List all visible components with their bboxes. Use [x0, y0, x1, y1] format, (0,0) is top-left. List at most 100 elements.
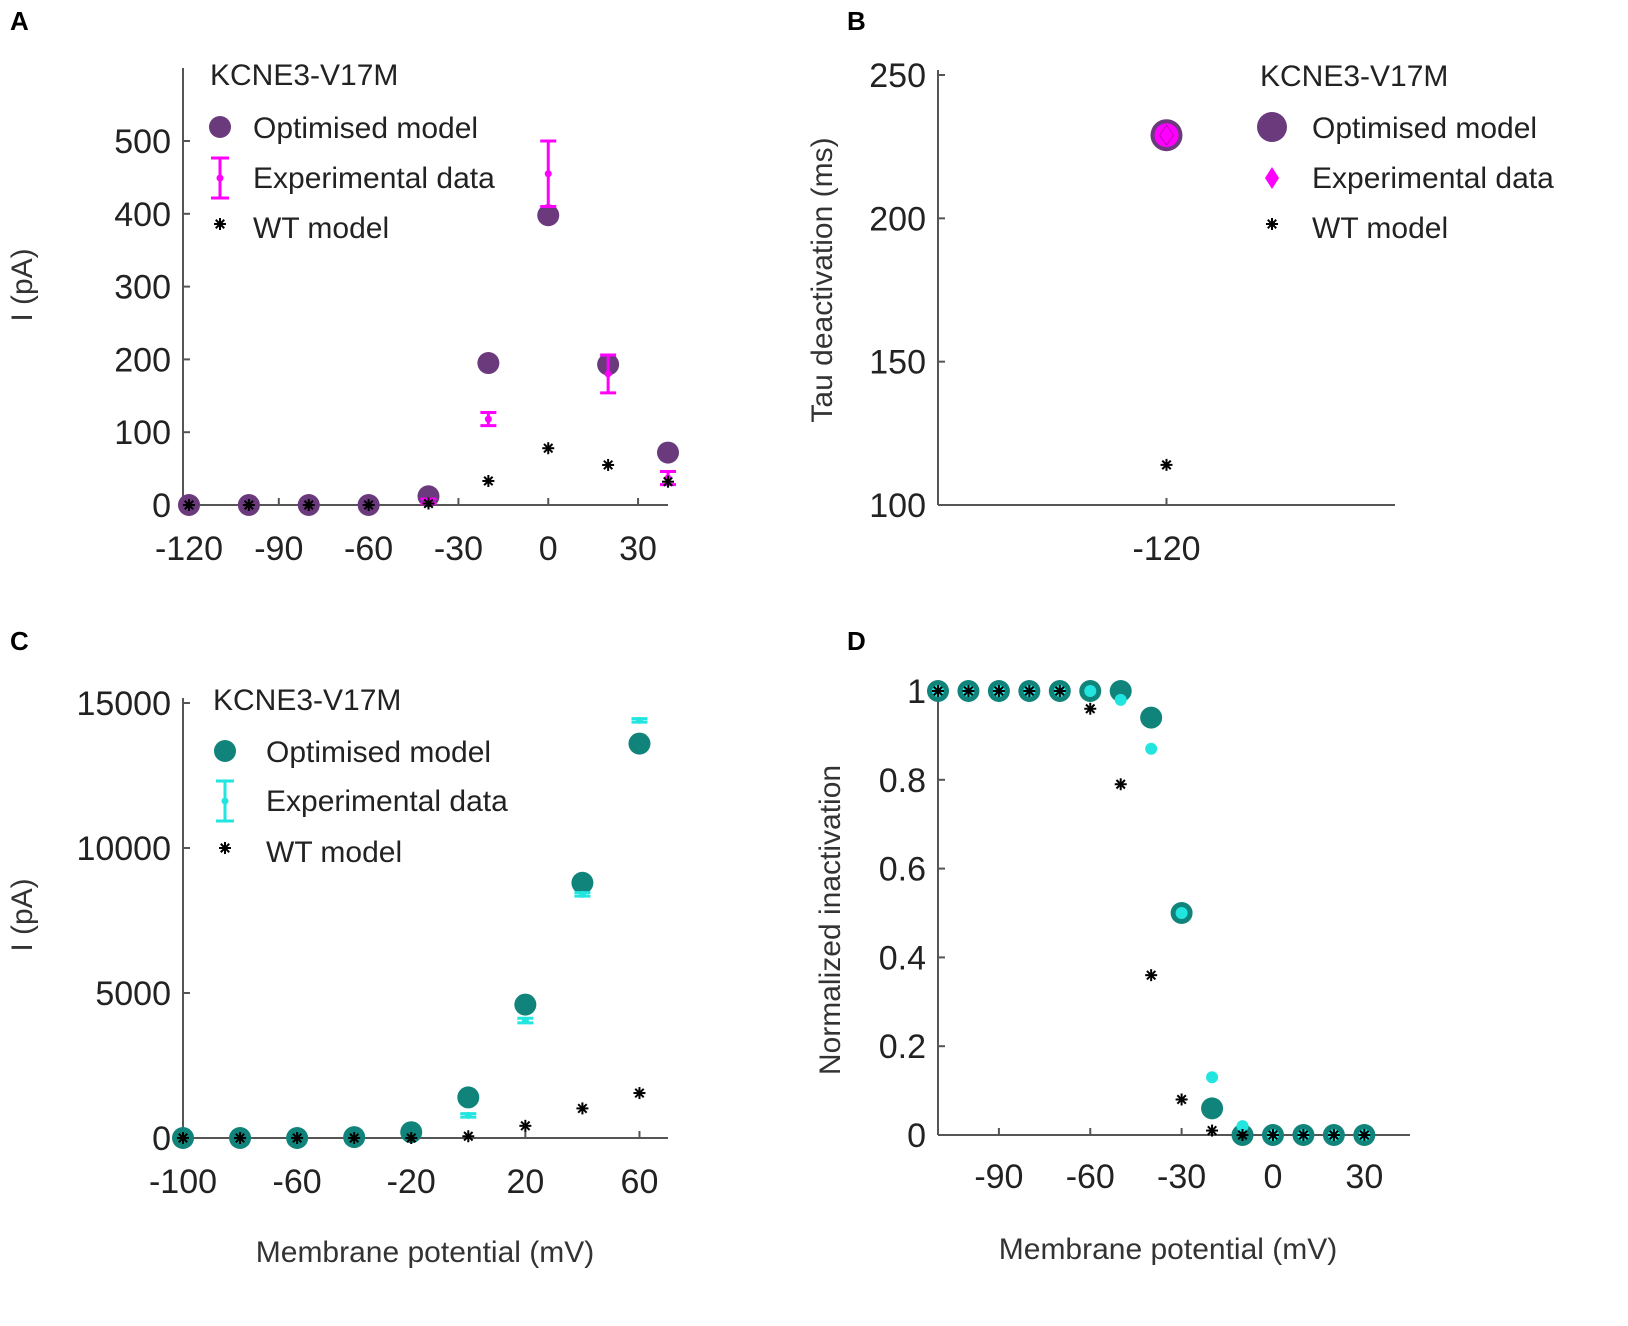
point-wt — [542, 442, 555, 455]
point-wt — [1053, 685, 1066, 697]
legend-marker-experimental — [211, 156, 229, 200]
point-wt-stroke — [1024, 686, 1035, 696]
point-optimised — [514, 993, 537, 1016]
y-tick-label: 100 — [114, 414, 171, 452]
point-wt-stroke — [963, 686, 974, 696]
point-wt — [1160, 458, 1173, 471]
point-wt-stroke — [243, 500, 254, 510]
x-tick-label: 0 — [539, 530, 558, 568]
point-wt-stroke — [1115, 779, 1126, 790]
panel-label-c: C — [10, 626, 29, 656]
point-wt-stroke — [423, 498, 434, 509]
y-tick-label: 200 — [869, 200, 926, 238]
y-axis-label: Normalized inactivation — [814, 765, 847, 1075]
panel-label-a: A — [10, 6, 29, 36]
point-experimental-mean — [521, 1017, 529, 1025]
x-tick-label: -60 — [273, 1163, 322, 1201]
y-tick-label: 300 — [114, 269, 171, 307]
legend-label: WT model — [266, 836, 402, 869]
point-wt — [1114, 778, 1127, 791]
point-experimental-mean — [464, 1111, 472, 1119]
x-tick-label: 0 — [1264, 1158, 1283, 1196]
legend-marker-experimental-mean — [221, 797, 229, 805]
point-optimised — [1201, 1097, 1224, 1120]
point-experimental — [1145, 742, 1158, 755]
point-wt-stroke — [483, 476, 494, 486]
point-wt-stroke — [1298, 1130, 1309, 1140]
y-axis-label: Tau deactivation (ms) — [806, 137, 839, 422]
legend-marker-optimised — [209, 116, 231, 138]
point-wt-stroke — [603, 460, 614, 470]
point-wt — [1084, 702, 1097, 715]
legend-marker-wt — [214, 218, 226, 230]
chart-b: 100 150 200 250 -120 Tau deactivation (ms) KCN… — [806, 57, 1554, 568]
y-tick-label: 0 — [152, 487, 171, 525]
point-wt — [1266, 1129, 1279, 1141]
point-wt-stroke — [235, 1133, 246, 1143]
point-optimised — [657, 441, 679, 464]
x-tick-label: 30 — [619, 530, 657, 568]
point-optimised — [477, 352, 500, 375]
legend-label: Experimental data — [1312, 162, 1554, 195]
legend-label: Experimental data — [253, 162, 495, 195]
point-experimental — [600, 353, 617, 395]
point-wt-stroke — [1268, 1130, 1278, 1140]
point-wt — [302, 499, 315, 511]
point-wt-stroke — [1146, 970, 1157, 981]
point-experimental — [631, 716, 648, 724]
legend-label: Experimental data — [266, 785, 508, 818]
y-tick-label: 100 — [869, 487, 926, 525]
point-wt — [519, 1119, 532, 1132]
point-experimental-mean — [484, 415, 492, 423]
chart-a: 0 100 200 300 400 500 -120 -90 -60 -30 0 30 I (pA) KC… — [6, 59, 679, 568]
point-experimental-mean — [544, 170, 552, 178]
point-wt — [1206, 1124, 1219, 1137]
x-tick-label: 30 — [1345, 1158, 1383, 1196]
x-tick-label: -30 — [434, 530, 483, 568]
point-wt — [242, 499, 255, 511]
point-experimental — [517, 1016, 534, 1025]
point-wt — [462, 1130, 475, 1143]
point-experimental — [1206, 1071, 1219, 1084]
y-tick-label: 0 — [152, 1120, 171, 1158]
y-tick-label: 150 — [869, 344, 926, 382]
point-wt-stroke — [1328, 1130, 1339, 1140]
y-axis-label: I (pA) — [6, 878, 39, 951]
point-wt-stroke — [463, 1131, 474, 1142]
x-tick-label: -60 — [344, 530, 393, 568]
y-tick-label: 10000 — [76, 830, 171, 868]
point-wt-stroke — [577, 1103, 588, 1114]
x-axis-label: Membrane potential (mV) — [999, 1233, 1337, 1266]
point-wt-stroke — [1176, 1094, 1187, 1105]
legend-marker-experimental — [1265, 167, 1279, 189]
point-wt — [1175, 1093, 1188, 1106]
point-wt — [182, 499, 195, 511]
point-wt — [362, 499, 375, 511]
point-wt-stroke — [1085, 703, 1096, 714]
point-wt-stroke — [634, 1088, 645, 1098]
legend-label: Optimised model — [1312, 112, 1537, 145]
y-tick-label: 0.8 — [879, 762, 926, 800]
point-wt-stroke — [406, 1133, 417, 1143]
legend-label: Optimised model — [253, 112, 478, 145]
y-tick-label: 0.4 — [879, 939, 926, 977]
y-tick-label: 250 — [869, 57, 926, 95]
x-tick-label: -20 — [387, 1163, 436, 1201]
point-wt-stroke — [349, 1133, 360, 1143]
point-experimental-mean — [635, 716, 643, 724]
point-experimental — [1175, 907, 1188, 919]
y-tick-label: 400 — [114, 196, 171, 234]
point-wt-stroke — [520, 1120, 531, 1131]
point-experimental-mean — [604, 370, 612, 378]
point-wt — [602, 458, 615, 471]
point-wt — [932, 685, 944, 697]
point-wt — [234, 1132, 247, 1144]
point-wt-stroke — [1207, 1125, 1218, 1136]
legend-marker-wt-stroke — [1267, 219, 1277, 229]
legend-marker-wt-stroke — [215, 219, 225, 229]
point-wt — [177, 1132, 189, 1144]
point-wt-stroke — [178, 1133, 188, 1143]
point-wt-stroke — [292, 1133, 303, 1143]
point-wt — [405, 1132, 418, 1144]
point-optimised — [1140, 706, 1163, 729]
